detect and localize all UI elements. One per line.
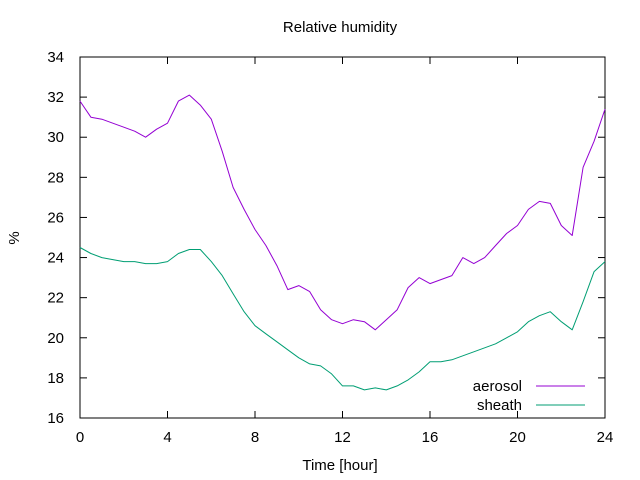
x-tick-label: 12 (334, 429, 351, 446)
series-line-aerosol (79, 94, 606, 331)
legend-label-sheath: sheath (477, 397, 522, 414)
y-tick-label: 24 (47, 250, 64, 267)
x-tick-label: 4 (163, 429, 171, 446)
series-lines (79, 94, 606, 391)
axis-ticks: 0 4 8 12 16 20 24 16 18 20 22 24 26 28 30 32 34 (47, 49, 613, 446)
series-line-sheath (79, 247, 606, 391)
y-axis-label: % (6, 231, 23, 244)
legend: aerosol sheath (473, 378, 585, 414)
x-tick-label: 8 (251, 429, 259, 446)
y-tick-label: 20 (47, 330, 64, 347)
y-tick-label: 28 (47, 169, 64, 186)
y-tick-label: 22 (47, 290, 64, 307)
y-tick-label: 26 (47, 209, 64, 226)
x-tick-label: 16 (422, 429, 439, 446)
y-tick-label: 30 (47, 129, 64, 146)
x-tick-label: 24 (597, 429, 614, 446)
y-tick-label: 32 (47, 89, 64, 106)
chart-title: Relative humidity (283, 19, 398, 36)
x-axis-label: Time [hour] (302, 457, 377, 474)
x-tick-label: 0 (76, 429, 84, 446)
x-tick-label: 20 (509, 429, 526, 446)
plot-frame (79, 56, 606, 419)
y-tick-label: 34 (47, 49, 64, 66)
legend-label-aerosol: aerosol (473, 378, 522, 395)
y-tick-label: 16 (47, 410, 64, 427)
y-tick-label: 18 (47, 370, 64, 387)
